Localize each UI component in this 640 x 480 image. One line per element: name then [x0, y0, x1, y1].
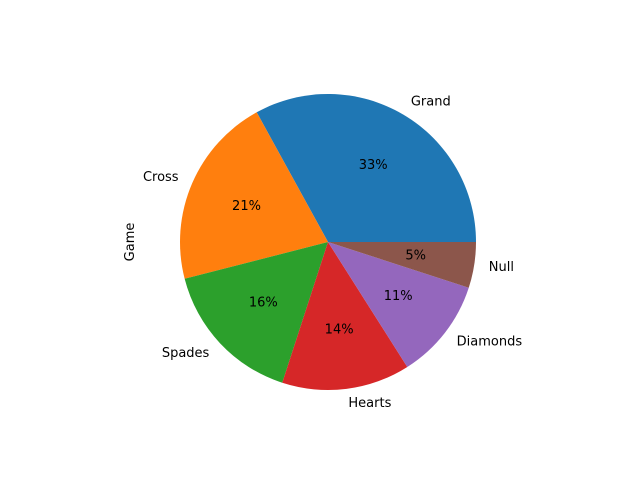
pie-pct-label-spades: 16%	[249, 295, 278, 310]
pie-labels: Grand 33% Cross 21% Spades 16% Hearts 14% Diamon…	[143, 94, 522, 411]
pie-slice-spades	[184, 242, 328, 383]
pie-label-spades: Spades	[162, 346, 210, 361]
pie-label-cross: Cross	[143, 170, 179, 185]
pie-label-grand: Grand	[411, 94, 451, 109]
pie-pct-label-diamonds: 11%	[384, 289, 413, 304]
pie-slice-diamonds	[328, 242, 469, 367]
pie-pct-label-null: 5%	[405, 248, 426, 263]
pie-slices	[179, 94, 476, 391]
pie-pct-label-cross: 21%	[232, 199, 261, 214]
pie-label-null: Null	[489, 260, 514, 275]
pie-slice-grand	[256, 94, 476, 243]
pie-label-hearts: Hearts	[348, 396, 391, 411]
pie-pct-label-hearts: 14%	[325, 323, 354, 338]
pie-slice-hearts	[282, 242, 408, 391]
y-axis-label: Game	[123, 223, 138, 262]
pie-pct-label-grand: 33%	[359, 158, 388, 173]
pie-slice-null	[328, 242, 476, 288]
pie-slice-cross	[179, 112, 328, 279]
pie-label-diamonds: Diamonds	[457, 334, 523, 349]
